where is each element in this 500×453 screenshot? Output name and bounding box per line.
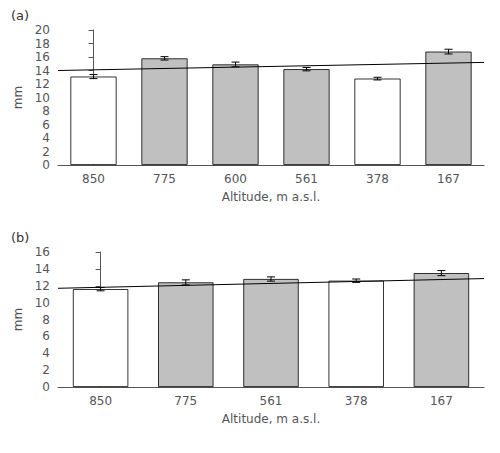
- svg-text:16: 16: [35, 50, 50, 64]
- svg-text:167: 167: [430, 394, 453, 408]
- svg-text:Altitude, m a.s.l.: Altitude, m a.s.l.: [222, 412, 320, 426]
- svg-text:12: 12: [35, 77, 50, 91]
- svg-text:18: 18: [35, 37, 50, 51]
- svg-text:2: 2: [42, 363, 50, 377]
- svg-text:14: 14: [35, 262, 50, 276]
- svg-text:775: 775: [153, 172, 176, 186]
- svg-text:561: 561: [260, 394, 283, 408]
- svg-text:2: 2: [42, 145, 50, 159]
- svg-text:16: 16: [35, 245, 50, 259]
- svg-text:6: 6: [42, 118, 50, 132]
- svg-text:12: 12: [35, 279, 50, 293]
- svg-text:4: 4: [42, 346, 50, 360]
- svg-text:600: 600: [224, 172, 247, 186]
- svg-text:4: 4: [42, 131, 50, 145]
- svg-text:(a): (a): [11, 8, 29, 23]
- svg-text:561: 561: [295, 172, 318, 186]
- svg-text:20: 20: [35, 23, 50, 37]
- svg-text:8: 8: [42, 313, 50, 327]
- svg-text:850: 850: [89, 394, 112, 408]
- svg-text:mm: mm: [11, 308, 25, 331]
- svg-text:0: 0: [42, 380, 50, 394]
- svg-text:mm: mm: [11, 86, 25, 109]
- svg-text:850: 850: [82, 172, 105, 186]
- svg-text:8: 8: [42, 104, 50, 118]
- svg-text:0: 0: [42, 158, 50, 172]
- svg-text:14: 14: [35, 64, 50, 78]
- svg-text:167: 167: [437, 172, 460, 186]
- svg-text:6: 6: [42, 329, 50, 343]
- svg-text:(b): (b): [11, 230, 29, 245]
- svg-text:775: 775: [174, 394, 197, 408]
- svg-text:Altitude, m a.s.l.: Altitude, m a.s.l.: [222, 190, 320, 204]
- svg-text:378: 378: [345, 394, 368, 408]
- svg-text:10: 10: [35, 296, 50, 310]
- svg-text:10: 10: [35, 91, 50, 105]
- svg-text:378: 378: [366, 172, 389, 186]
